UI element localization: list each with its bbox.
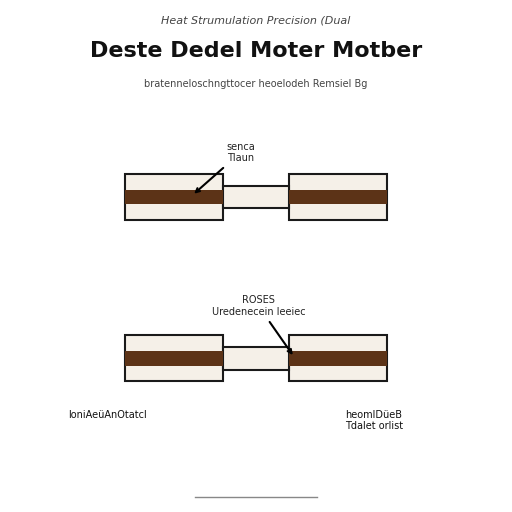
Text: bratenneloschngttocer heoelodeh Remsiel Bg: bratenneloschngttocer heoelodeh Remsiel … <box>144 79 368 90</box>
Text: Heat Strumulation Precision (Dual: Heat Strumulation Precision (Dual <box>161 15 351 26</box>
Text: loniAeüAnOtatcl: loniAeüAnOtatcl <box>68 410 147 420</box>
FancyBboxPatch shape <box>289 190 387 204</box>
Text: ROSES
Uredenecein leeiec: ROSES Uredenecein leeiec <box>212 295 305 353</box>
FancyBboxPatch shape <box>125 174 223 220</box>
FancyBboxPatch shape <box>125 335 223 381</box>
FancyBboxPatch shape <box>125 190 223 204</box>
FancyBboxPatch shape <box>125 351 223 366</box>
Text: senca
Tlaun: senca Tlaun <box>196 142 255 192</box>
FancyBboxPatch shape <box>289 174 387 220</box>
FancyBboxPatch shape <box>223 186 289 208</box>
FancyBboxPatch shape <box>289 351 387 366</box>
FancyBboxPatch shape <box>223 347 289 370</box>
Text: Deste Dedel Moter Motber: Deste Dedel Moter Motber <box>90 41 422 61</box>
Text: heomlDüeB
Tdalet orlist: heomlDüeB Tdalet orlist <box>345 410 403 431</box>
FancyBboxPatch shape <box>289 335 387 381</box>
